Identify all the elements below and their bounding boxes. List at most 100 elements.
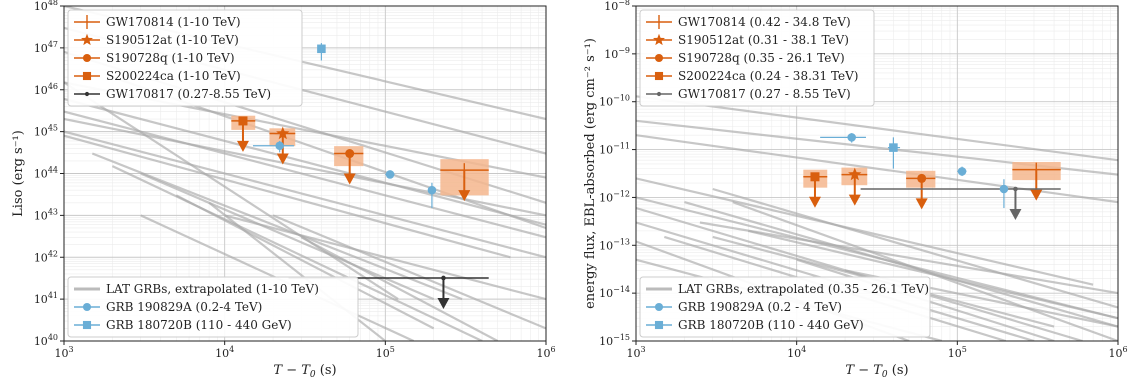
upper-limit-gw170817-arrow-head [1009, 209, 1022, 221]
lat-grb-line [175, 194, 435, 330]
legend-box [67, 9, 303, 107]
data-marks [803, 133, 1061, 221]
x-axis-label: T − T0 (s) [273, 363, 336, 378]
legend-label: S190728q (1-10 TeV) [106, 51, 235, 65]
lat-grb-line [64, 110, 546, 239]
legend: GW170814 (1-10 TeV) S190512at (1-10 TeV) S… [67, 9, 303, 107]
y-tick-label: 1040 [34, 333, 58, 348]
legend-swatch-square-marker [82, 71, 92, 81]
x-tick-exponent: 6 [1122, 345, 1127, 354]
y-tick-exponent: 45 [48, 124, 58, 133]
y-tick-label: 10−12 [599, 189, 630, 204]
lat-grb-line [684, 201, 1118, 328]
point-grb-190829a [999, 179, 1009, 209]
y-axis-label: Liso (erg s⁻¹) [11, 130, 26, 217]
y-tick-exponent: −9 [618, 46, 630, 55]
x-axis-label: T − T0 (s) [845, 363, 908, 378]
point-grb-180720b [317, 43, 326, 61]
y-tick-exponent: −11 [613, 142, 630, 151]
lat-grb-line [64, 81, 399, 301]
legend-swatch-star-marker [653, 33, 665, 46]
y-tick-exponent: 44 [48, 166, 58, 175]
legend-item: GW170814 (1-10 TeV) [74, 15, 241, 29]
point-grb-190829a-circle-marker [847, 133, 856, 142]
right-chart-panel: 103 104 105 106 10−15 10−14 10−13 10−12 10−11 10−… [583, 0, 1128, 378]
point-grb-180720b [887, 137, 901, 169]
upper-limit-s200224ca-arrow-head [808, 196, 821, 208]
legend: GW170814 (0.42 - 34.8 TeV) S190512at (0.3… [639, 9, 875, 107]
legend-label: GW170817 (0.27-8.55 TeV) [106, 87, 271, 101]
point-grb-180720b-square-marker [889, 143, 898, 152]
upper-limit-s190512at-arrow-head [276, 153, 289, 165]
upper-limit-gw170814-arrow-head [458, 190, 471, 202]
legend-item: S200224ca (0.24 - 38.31 TeV) [646, 69, 859, 83]
legend: LAT GRBs, extrapolated (1-10 TeV) GRB 190… [67, 276, 359, 338]
upper-limit-gw170817-dot-marker [1013, 186, 1018, 192]
point-grb-190829a-circle-marker [385, 170, 395, 179]
upper-limit-gw170817-arrow-head [437, 297, 450, 309]
y-tick-exponent: 41 [48, 291, 58, 300]
legend-item: GRB 180720B (110 - 440 GeV) [646, 318, 864, 332]
point-grb-190829a [427, 182, 437, 209]
x-axis-label-subscript: 0 [310, 370, 316, 378]
legend-swatch-circle-marker [82, 302, 92, 312]
upper-limit-gw170817-dot-marker [441, 275, 446, 281]
y-tick-exponent: 48 [48, 0, 58, 7]
x-axis-label-unit: (s) [316, 363, 337, 378]
upper-limit-s190512at-star-marker [848, 167, 862, 181]
x-tick-label: 104 [787, 345, 806, 360]
x-axis-label-subscript: 0 [882, 370, 888, 378]
y-tick-exponent: 43 [48, 207, 58, 216]
point-grb-190829a [820, 133, 866, 143]
lat-grb-line [636, 177, 1094, 286]
left-chart-panel: 103 104 105 106 1040 1041 1042 1043 1044 1045 1046… [11, 0, 556, 378]
legend-label: S190512at (1-10 TeV) [106, 33, 239, 47]
upper-limit-s200224ca-arrow-head [236, 140, 249, 152]
point-grb-180720b-square-marker [317, 44, 326, 54]
legend-swatch-circle-marker [654, 302, 664, 312]
x-tick-exponent: 4 [229, 345, 234, 354]
y-tick-label: 10−9 [604, 46, 630, 61]
x-axis-label-unit: (s) [888, 363, 909, 378]
point-grb-190829a [252, 140, 294, 153]
legend-swatch-square-marker [654, 71, 664, 81]
upper-limit-gw170817 [860, 186, 1061, 221]
point-grb-190829a-circle-marker [957, 167, 967, 176]
legend-label: GRB 180720B (110 - 440 GeV) [678, 318, 864, 332]
data-marks [231, 43, 489, 309]
legend-item: S190728q (1-10 TeV) [74, 51, 235, 65]
y-tick-label: 1041 [34, 291, 58, 306]
lat-grb-line [712, 187, 1118, 309]
upper-limit-s190728q-circle-marker [917, 173, 927, 183]
x-tick-label: 103 [626, 345, 645, 360]
legend-label: LAT GRBs, extrapolated (0.35 - 26.1 TeV) [678, 282, 929, 296]
y-tick-label: 1046 [34, 82, 58, 97]
legend-item: S200224ca (1-10 TeV) [74, 69, 241, 83]
upper-limit-s190728q [334, 146, 364, 185]
x-tick-label: 104 [215, 345, 234, 360]
legend-item: GRB 190829A (0.2 - 4 TeV) [646, 300, 842, 314]
x-tick-exponent: 5 [390, 345, 395, 354]
x-axis-label-main: T − T [845, 363, 883, 378]
y-tick-label: 1045 [34, 124, 58, 139]
legend-item: S190728q (0.35 - 26.1 TeV) [646, 51, 845, 65]
upper-limit-s190728q-arrow-head [343, 173, 356, 185]
y-tick-label: 1043 [34, 207, 58, 222]
y-tick-exponent: −10 [613, 94, 630, 103]
upper-limit-gw170814 [1012, 161, 1061, 201]
upper-limit-s200224ca-square-marker [238, 116, 248, 126]
legend-item: GRB 180720B (110 - 440 GeV) [74, 318, 292, 332]
legend-label: GW170814 (1-10 TeV) [106, 15, 241, 29]
legend-label: GRB 180720B (110 - 440 GeV) [106, 318, 292, 332]
legend-item: GW170814 (0.42 - 34.8 TeV) [646, 15, 851, 29]
legend-label: LAT GRBs, extrapolated (1-10 TeV) [106, 282, 319, 296]
upper-limit-s200224ca [803, 169, 828, 208]
lat-grb-line [732, 201, 1118, 341]
legend-item: S190512at (1-10 TeV) [74, 33, 239, 47]
y-tick-exponent: 46 [48, 82, 58, 91]
y-tick-label: 10−13 [599, 237, 630, 252]
y-tick-exponent: 40 [48, 333, 58, 342]
lat-grb-line [91, 152, 463, 301]
x-tick-exponent: 5 [962, 345, 967, 354]
